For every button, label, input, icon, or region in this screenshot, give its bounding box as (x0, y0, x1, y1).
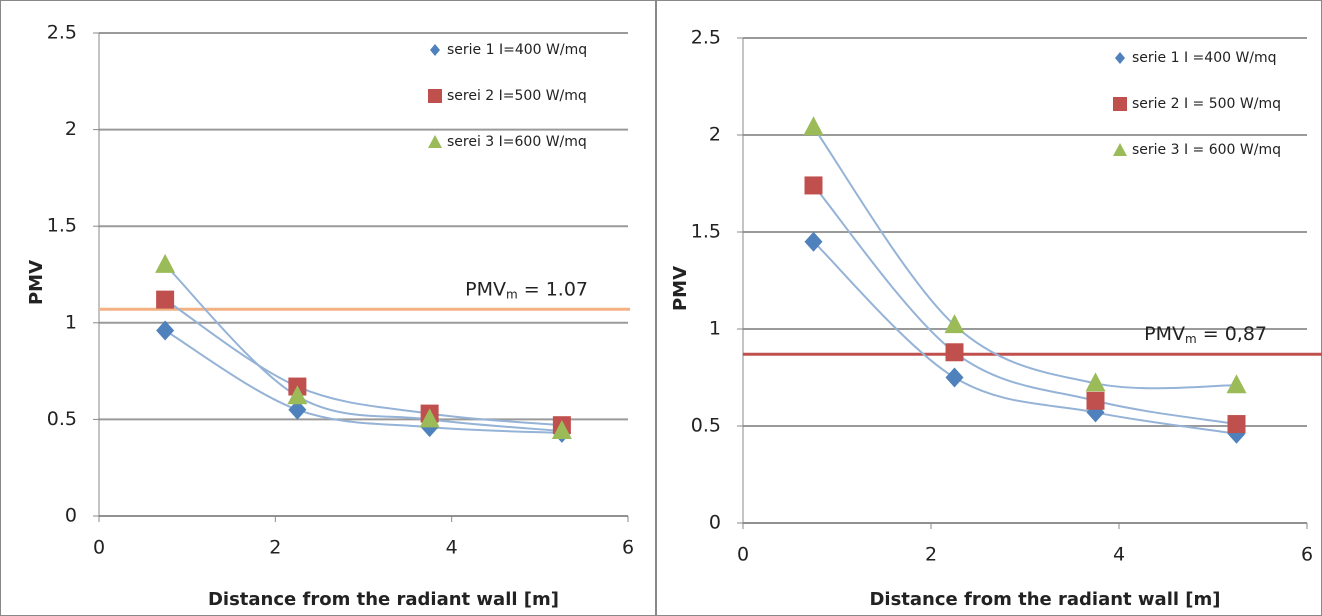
x-tick-label: 6 (622, 537, 634, 559)
legend-marker (428, 89, 442, 103)
legend-label: serei 2 I=500 W/mq (447, 88, 587, 104)
trend-line (812, 240, 1237, 435)
y-tick-label: 1 (65, 311, 77, 333)
x-tick-label: 0 (737, 544, 749, 566)
point (551, 419, 572, 439)
y-tick-label: 1 (709, 318, 721, 340)
legend-marker (1115, 52, 1125, 64)
legend-marker (430, 44, 440, 56)
legend-marker (428, 135, 442, 148)
point (287, 385, 308, 405)
point (803, 116, 824, 136)
reference-label-rest: = 0,87 (1203, 323, 1267, 345)
point (944, 314, 965, 334)
point (804, 231, 823, 252)
trend-line (812, 126, 1237, 390)
y-tick-label: 1.5 (47, 215, 77, 237)
reference-label-sub: m (1185, 332, 1197, 346)
point (1086, 391, 1105, 410)
legend-label: serie 1 I=400 W/mq (447, 42, 587, 58)
point (804, 176, 823, 195)
point (155, 253, 176, 273)
trend-line (164, 298, 562, 427)
x-axis-title: Distance from the radiant wall [m] (208, 589, 559, 610)
reference-label-main: PMV (465, 278, 506, 300)
point (419, 408, 440, 428)
point (156, 290, 175, 309)
legend-marker (1113, 143, 1127, 156)
y-tick-label: 2.5 (47, 22, 77, 44)
y-tick-label: 1.5 (691, 221, 721, 243)
legend-marker (1113, 97, 1127, 111)
x-axis-title: Distance from the radiant wall [m] (869, 589, 1220, 610)
x-tick-label: 2 (925, 544, 937, 566)
reference-label-rest: = 1.07 (524, 278, 588, 300)
y-axis-title: PMV (26, 260, 47, 305)
x-tick-label: 0 (93, 537, 105, 559)
legend-label: serie 3 I = 600 W/mq (1132, 142, 1281, 158)
trend-line (164, 329, 562, 434)
trend-line (812, 184, 1237, 426)
legend-label: serie 1 I =400 W/mq (1132, 50, 1277, 66)
trend-line (164, 264, 562, 432)
x-tick-label: 2 (269, 537, 281, 559)
y-tick-label: 2 (65, 118, 77, 140)
y-tick-label: 2.5 (691, 27, 721, 49)
x-tick-label: 6 (1301, 544, 1313, 566)
y-tick-label: 0 (65, 505, 77, 527)
reference-label: PMVm = 0,87 (1144, 323, 1267, 346)
reference-label-sub: m (506, 287, 518, 301)
x-tick-label: 4 (1113, 544, 1125, 566)
legend-label: serei 3 I=600 W/mq (447, 134, 587, 150)
reference-label-main: PMV (1144, 323, 1185, 345)
point (1227, 415, 1246, 434)
y-axis-title: PMV (670, 266, 691, 311)
point (945, 343, 964, 362)
y-tick-label: 0.5 (691, 415, 721, 437)
point (288, 399, 307, 420)
y-tick-label: 2 (709, 124, 721, 146)
x-tick-label: 4 (446, 537, 458, 559)
legend-label: serie 2 I = 500 W/mq (1132, 96, 1281, 112)
point (156, 320, 175, 341)
reference-label: PMVm = 1.07 (465, 278, 588, 301)
y-tick-label: 0.5 (47, 408, 77, 430)
point (945, 367, 964, 388)
y-tick-label: 0 (709, 512, 721, 534)
point (1085, 372, 1106, 392)
point (1226, 374, 1247, 394)
